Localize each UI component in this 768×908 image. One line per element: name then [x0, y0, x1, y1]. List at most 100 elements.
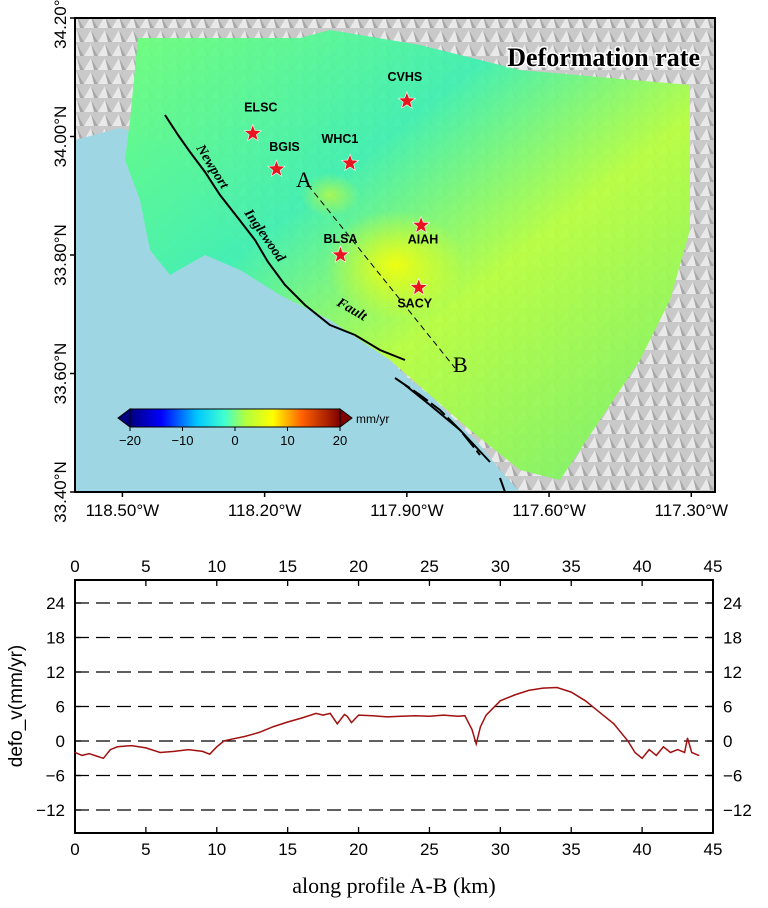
data-point: [662, 746, 665, 748]
colorbar-tick-label: −10: [171, 433, 193, 448]
lat-tick-label: 33.60°N: [51, 343, 70, 405]
data-point: [542, 687, 544, 689]
data-point: [428, 715, 430, 717]
data-point: [464, 715, 466, 717]
lat-tick-label: 34.20°N: [51, 0, 70, 49]
y-axis-label: defo_v(mm/yr): [6, 645, 27, 767]
x-tick-labels-bottom: 0 5 10 15 20 25 30 35 40 45: [70, 827, 722, 859]
y-tick-label-right: 12: [723, 663, 742, 682]
data-point: [655, 754, 657, 757]
data-point: [131, 745, 133, 747]
data-point: [479, 726, 482, 728]
data-point: [499, 700, 501, 702]
data-point: [358, 714, 360, 716]
series-points: [74, 686, 700, 759]
data-point: [485, 714, 487, 716]
fault-traces: [164, 114, 506, 492]
data-point: [202, 750, 204, 753]
y-tick-label: −6: [46, 767, 65, 786]
data-point: [88, 753, 90, 755]
data-point: [209, 753, 211, 755]
data-point: [698, 754, 700, 757]
map-title: Deformation rate: [507, 43, 700, 72]
data-point: [173, 750, 175, 753]
gnss-stations: ELSC BGIS WHC1 CVHS AIAH BLSA SACY: [243, 70, 439, 311]
station-star-cvhs: [397, 91, 417, 109]
data-point: [400, 715, 402, 717]
station-star-sacy: [409, 277, 429, 296]
data-point: [634, 751, 636, 754]
data-point: [386, 716, 388, 718]
x-tick-label: 5: [141, 840, 150, 859]
lon-tick-label: 118.20°W: [228, 501, 302, 520]
x-tick-label: 25: [420, 840, 439, 859]
data-point: [570, 691, 572, 693]
lon-tick-label: 117.90°W: [370, 501, 444, 520]
y-tick-labels-left: 24 18 12 6 0 −6 −12: [36, 594, 81, 820]
y-tick-label-right: 18: [723, 629, 742, 648]
data-point: [627, 740, 629, 742]
x-tick-label: 40: [633, 840, 652, 859]
y-tick-labels-right: 24 18 12 6 0 −6 −12: [707, 594, 752, 820]
station-label-aiah: AIAH: [408, 232, 439, 246]
station-label-cvhs: CVHS: [387, 70, 422, 84]
data-point: [648, 749, 650, 751]
colorbar-tick-label: 20: [333, 433, 347, 448]
data-point: [145, 747, 147, 749]
data-point: [346, 715, 348, 717]
x-tick-label-top: 25: [420, 557, 439, 576]
x-tick-label: 45: [704, 840, 723, 859]
data-point: [287, 721, 289, 723]
x-tick-label: 10: [207, 840, 226, 859]
colorbar-tick-label: −20: [119, 433, 141, 448]
data-point: [95, 755, 97, 757]
station-label-elsc: ELSC: [244, 101, 277, 115]
station-label-bgis: BGIS: [269, 140, 300, 154]
x-tick-label-top: 20: [349, 557, 368, 576]
latitude-tick-labels: 33.40°N 33.60°N 33.80°N 34.00°N 34.20°N: [51, 0, 75, 523]
y-tick-label: 24: [46, 594, 65, 613]
colorbar-tick-labels: −20 −10 0 10 20: [119, 427, 347, 448]
lat-tick-label: 34.00°N: [51, 106, 70, 168]
data-point: [187, 749, 189, 751]
y-tick-label-right: −6: [723, 767, 742, 786]
lon-tick-label: 117.60°W: [512, 501, 586, 520]
station-label-sacy: SACY: [397, 297, 432, 311]
data-point: [372, 715, 374, 717]
data-point: [669, 751, 672, 754]
station-star-blsa: [331, 245, 350, 263]
colorbar-gradient: [129, 408, 341, 428]
x-tick-label-top: 30: [491, 557, 510, 576]
data-point: [641, 757, 643, 759]
station-star-whc1: [340, 153, 360, 172]
y-tick-label-right: −12: [723, 801, 752, 820]
x-tick-labels-top: 0 5 10 15 20 25 30 35 40 45: [70, 557, 722, 586]
profile-point-b: B: [453, 352, 468, 377]
data-point: [471, 728, 473, 731]
gridlines: [75, 602, 713, 811]
data-point: [322, 714, 324, 716]
data-point: [684, 751, 686, 754]
station-star-elsc: [243, 123, 263, 142]
data-point: [343, 713, 345, 716]
x-tick-label: 35: [562, 840, 581, 859]
lat-tick-label: 33.80°N: [51, 224, 70, 286]
data-point: [301, 717, 303, 719]
data-point: [74, 751, 76, 754]
y-tick-label: 0: [56, 732, 65, 751]
uplift-anomaly: [325, 210, 465, 320]
data-point: [691, 751, 693, 754]
y-tick-label: 12: [46, 663, 65, 682]
x-axis-label: along profile A-B (km): [292, 873, 495, 898]
data-point: [457, 715, 459, 717]
y-tick-label: 18: [46, 629, 65, 648]
data-point: [230, 738, 232, 740]
data-point: [216, 746, 218, 748]
station-label-blsa: BLSA: [323, 232, 357, 246]
y-tick-label: 6: [56, 698, 65, 717]
x-tick-label: 0: [70, 840, 79, 859]
data-point: [102, 757, 104, 759]
data-point: [315, 712, 317, 715]
profile-line-a-b: [307, 184, 456, 369]
data-point: [686, 737, 689, 739]
